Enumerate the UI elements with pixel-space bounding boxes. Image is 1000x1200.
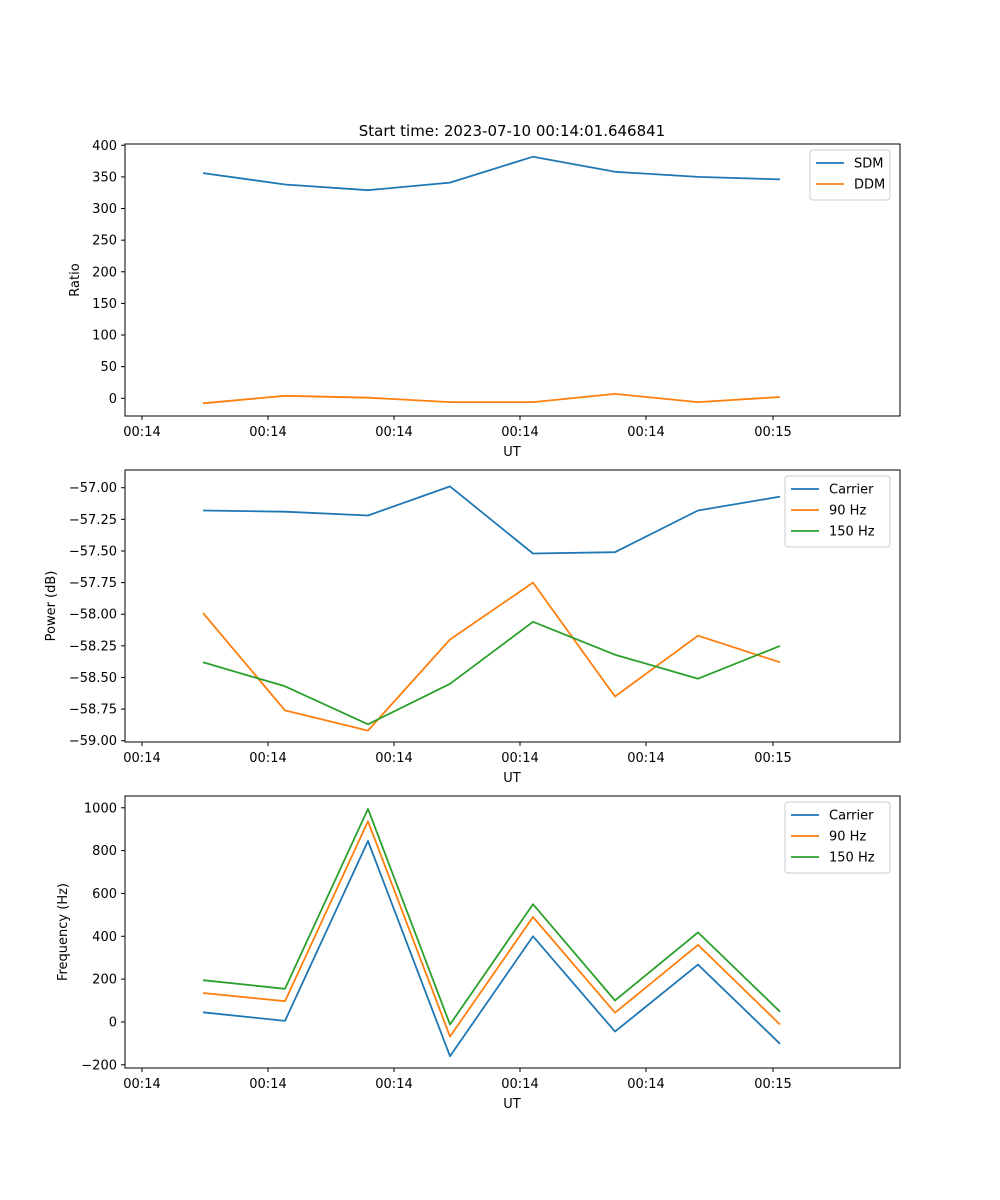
x-tick-label: 00:14: [501, 425, 538, 440]
axes-frame: [124, 469, 901, 743]
y-axis-label: Frequency (Hz): [56, 883, 71, 981]
y-tick-label: −58.25: [69, 639, 117, 654]
series-line-ddm: [202, 392, 781, 405]
subplot-3: −200 0 200 400 600 800 1000 00:14 00:14 00:14 00:1…: [56, 795, 901, 1112]
x-tick-label: 00:14: [375, 751, 412, 766]
y-tick-label: −57.50: [69, 544, 117, 559]
series-line-carrier: [202, 840, 781, 1058]
legend-entry: 90 Hz: [829, 504, 866, 519]
x-tick-label: 00:14: [249, 425, 286, 440]
y-tick-label: 400: [92, 930, 117, 945]
x-tick-label: 00:14: [627, 425, 664, 440]
x-tick-label: 00:14: [249, 751, 286, 766]
series-line-150-hz: [202, 808, 781, 1026]
y-tick-label: −58.75: [69, 703, 117, 718]
subplot-2: −57.00 −57.25 −57.50 −57.75 −58.00 −58.25 −58.…: [44, 469, 901, 786]
x-tick-label: 00:14: [627, 1077, 664, 1092]
x-tick-label: 00:14: [123, 751, 160, 766]
y-tick-label: 350: [92, 170, 117, 185]
y-tick-label: 200: [92, 973, 117, 988]
y-tick-label: −57.75: [69, 576, 117, 591]
legend-entry: 150 Hz: [829, 525, 875, 540]
series-line-90-hz: [202, 581, 781, 732]
x-tick-label: 00:14: [375, 425, 412, 440]
y-tick-label: 600: [92, 887, 117, 902]
legend: Carrier 90 Hz 150 Hz: [784, 801, 891, 874]
y-tick-label: 0: [109, 392, 117, 407]
y-tick-label: 0: [109, 1015, 117, 1030]
y-tick-label: −58.50: [69, 671, 117, 686]
x-axis-label: UT: [503, 445, 521, 460]
legend: Carrier 90 Hz 150 Hz: [784, 475, 891, 548]
x-tick-label: 00:14: [501, 1077, 538, 1092]
legend-entry: Carrier: [829, 483, 874, 498]
x-tick-label: 00:15: [754, 1077, 791, 1092]
x-axis-label: UT: [503, 771, 521, 786]
y-tick-label: 800: [92, 844, 117, 859]
x-tick-label: 00:15: [754, 425, 791, 440]
y-tick-label: 300: [92, 202, 117, 217]
y-tick-label: 200: [92, 265, 117, 280]
y-tick-label: −59.00: [69, 734, 117, 749]
subplot-1: 0 50 100 150 200 250 300 350 400 00:14 00:14 00:14 0…: [68, 139, 901, 460]
x-axis-label: UT: [503, 1097, 521, 1112]
x-tick-label: 00:14: [123, 425, 160, 440]
x-tick-label: 00:14: [249, 1077, 286, 1092]
y-tick-label: −58.00: [69, 608, 117, 623]
y-tick-label: −200: [81, 1058, 117, 1073]
y-axis-label: Ratio: [68, 263, 83, 296]
y-axis-label: Power (dB): [44, 571, 59, 642]
y-tick-label: 100: [92, 329, 117, 344]
legend-entry: 90 Hz: [829, 830, 866, 845]
x-tick-label: 00:14: [627, 751, 664, 766]
x-tick-label: 00:14: [501, 751, 538, 766]
y-tick-label: 250: [92, 234, 117, 249]
series-line-sdm: [202, 155, 781, 192]
series-line-90-hz: [202, 820, 781, 1038]
series-line-carrier: [202, 485, 781, 555]
y-tick-label: −57.25: [69, 513, 117, 528]
y-tick-label: 400: [92, 139, 117, 154]
legend: SDM DDM: [809, 149, 891, 201]
legend-box: [784, 475, 891, 548]
axes-frame: [124, 795, 901, 1069]
x-tick-label: 00:14: [375, 1077, 412, 1092]
legend-entry: Carrier: [829, 809, 874, 824]
x-tick-label: 00:15: [754, 751, 791, 766]
y-tick-label: 150: [92, 297, 117, 312]
y-tick-label: −57.00: [69, 481, 117, 496]
figure-title: Start time: 2023-07-10 00:14:01.646841: [359, 122, 665, 140]
legend-box: [784, 801, 891, 874]
legend-entry: SDM: [854, 157, 883, 172]
axes-frame: [124, 143, 901, 417]
legend-entry: 150 Hz: [829, 851, 875, 866]
x-tick-label: 00:14: [123, 1077, 160, 1092]
y-tick-label: 50: [100, 360, 117, 375]
series-line-150-hz: [202, 620, 781, 726]
legend-entry: DDM: [854, 178, 885, 193]
y-tick-label: 1000: [84, 801, 117, 816]
